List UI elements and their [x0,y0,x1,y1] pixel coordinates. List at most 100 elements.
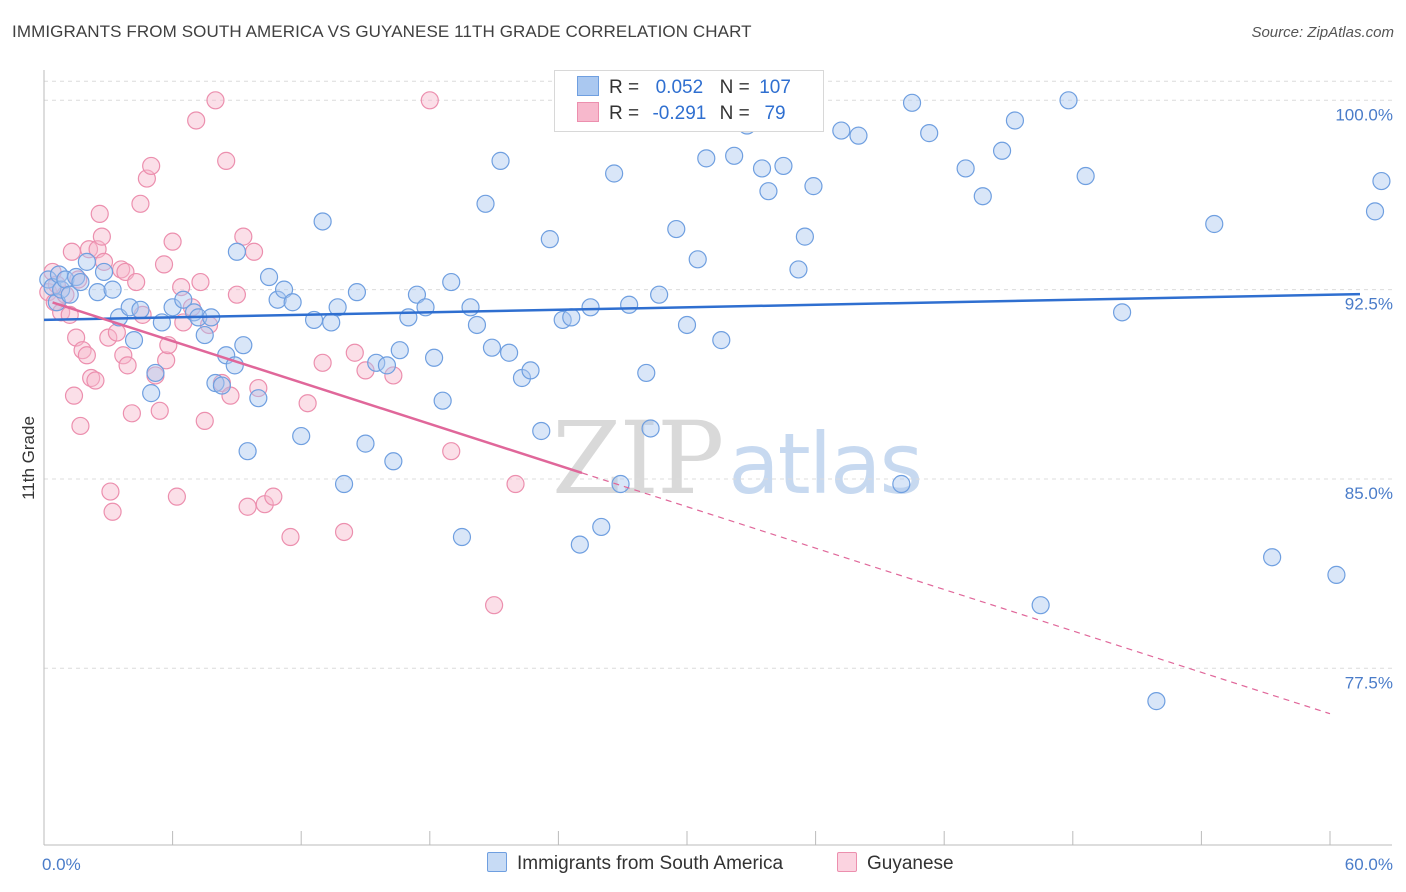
data-point [485,596,504,615]
data-point [849,126,868,145]
data-point [71,272,90,292]
legend-n-value-pink: 79 [764,103,786,124]
data-point [146,363,165,383]
y-tick-label: 92.5% [1345,295,1393,314]
data-point [1076,166,1095,186]
legend-r-value-pink: -0.291 [652,103,707,124]
data-point [562,308,581,327]
data-point [390,341,409,360]
bottom-legend-guyanese[interactable]: Guyanese [837,852,954,875]
data-point [225,356,244,375]
data-point [420,91,439,110]
data-point [592,517,611,537]
data-point [131,300,150,319]
data-point [92,227,111,246]
bottom-legend-swatch-blue [487,852,507,872]
data-point [461,298,480,317]
data-point [688,250,707,269]
data-point [605,164,624,183]
data-point [187,111,206,130]
data-point [124,331,144,350]
guyanese-points [39,91,525,615]
bottom-legend-south-america[interactable]: Immigrants from South America [487,852,783,875]
data-point [424,348,444,367]
data-point [712,331,731,350]
data-point [759,182,778,201]
data-point [795,227,814,246]
south-america-points [39,91,1391,711]
data-point [114,346,133,365]
data-point [377,356,397,375]
data-point [64,386,84,405]
data-point [71,416,90,436]
watermark-zip: ZIP [552,400,724,517]
watermark: ZIPatlas [552,400,923,517]
data-point [1112,303,1132,322]
x-tick-label: 0.0% [42,855,81,874]
legend-swatch-blue [577,76,599,96]
data-point [234,336,253,355]
data-point [217,151,236,170]
trend-lines [43,292,1361,715]
data-point [347,283,367,302]
data-point [292,426,311,446]
data-point [77,252,96,271]
data-point [956,159,975,178]
data-point [892,474,911,494]
data-point [127,272,146,292]
legend-row-south-america: R = 0.052 N = 107 [577,76,795,100]
data-point [157,351,176,370]
data-point [442,272,461,292]
data-point [283,293,302,312]
data-point [832,121,851,140]
data-point [163,232,182,251]
y-axis-title: 11th Grade [19,416,38,500]
data-point [1059,91,1078,110]
data-point [725,146,744,165]
trend-line-guyanese [52,301,583,475]
data-point [506,474,525,494]
data-point [804,177,823,196]
bottom-legend-label-pink: Guyanese [867,853,954,874]
data-point [227,285,246,304]
data-point [150,401,169,420]
data-point [532,421,551,441]
data-point [195,325,214,345]
legend-row-guyanese: R = -0.291 N = 79 [577,102,795,126]
data-point [90,204,109,223]
data-point [206,91,225,110]
legend-swatch-pink [577,102,599,122]
data-point [581,298,600,317]
data-point [677,315,697,335]
data-point [367,353,386,372]
data-point [1147,692,1166,711]
y-tick-label: 77.5% [1345,673,1393,692]
data-point [122,404,141,423]
data-point [238,442,257,461]
data-point [334,522,354,542]
data-point [191,272,210,292]
data-point [1327,565,1346,584]
source-label: Source: ZipAtlas.com [1251,24,1394,41]
data-point [1205,214,1224,234]
data-point [356,361,375,380]
data-point [259,267,279,287]
data-point [281,527,300,547]
data-point [77,346,96,365]
data-point [407,285,427,304]
data-point [131,194,150,213]
data-point [540,230,559,249]
data-point [452,527,472,547]
data-point [62,242,81,261]
data-point [195,411,214,430]
data-point [94,262,114,282]
data-point [212,376,231,395]
data-point [60,285,79,304]
legend-n-label: N = [719,103,750,124]
legend-r-value-blue: 0.052 [655,77,704,98]
grid-lines [44,80,1392,669]
data-point [328,298,347,317]
trend-line-south-america [43,292,1361,322]
data-point [88,283,107,302]
chart-title: IMMIGRANTS FROM SOUTH AMERICA VS GUYANES… [12,22,752,41]
